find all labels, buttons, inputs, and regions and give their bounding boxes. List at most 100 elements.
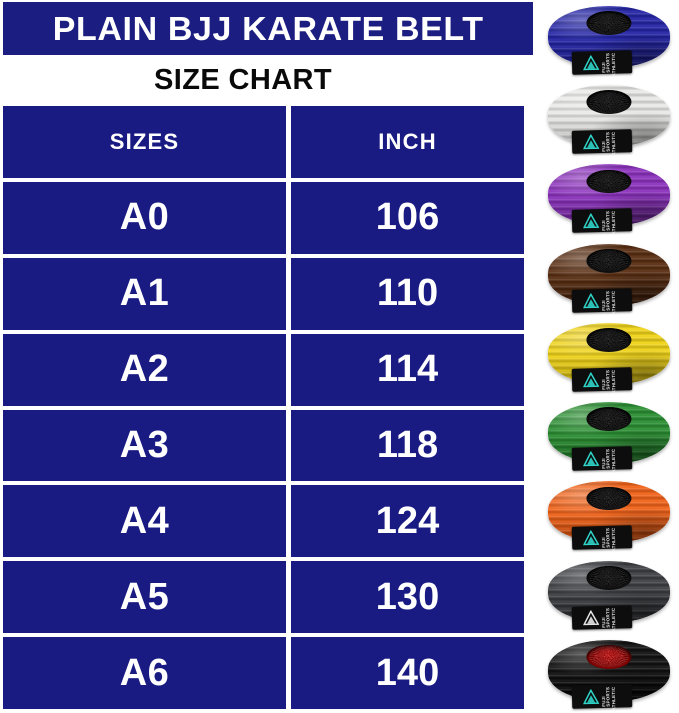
belt-brand-line1: FUJI SPORTS — [600, 369, 611, 390]
table-row: A6 140 — [3, 637, 524, 710]
belt-brand-line1: FUJI SPORTS — [600, 528, 611, 549]
belt-brand-label: FUJI SPORTS ATHLETIC — [571, 446, 633, 473]
belt-brand-line2: ATHLETIC — [610, 290, 617, 315]
triangle-logo-icon — [582, 451, 600, 467]
cell-inch: 106 — [291, 182, 524, 254]
cell-size: A3 — [3, 409, 286, 482]
purple-belt: FUJI SPORTS ATHLETIC — [540, 158, 679, 237]
belt-core-hole — [586, 11, 632, 36]
orange-belt: FUJI SPORTS ATHLETIC — [540, 475, 679, 554]
page-title: PLAIN BJJ KARATE BELT — [52, 10, 484, 47]
belt-brand-text: FUJI SPORTS ATHLETIC — [600, 52, 628, 77]
cell-inch: 114 — [291, 333, 524, 406]
cell-size: A6 — [3, 637, 286, 710]
belt-brand-label: FUJI SPORTS ATHLETIC — [571, 525, 633, 552]
blue-belt: FUJI SPORTS ATHLETIC — [540, 0, 679, 79]
cell-size: A5 — [3, 561, 286, 634]
cell-inch: 124 — [291, 485, 524, 558]
belt-core-hole — [586, 248, 632, 273]
belt-brand-line2: ATHLETIC — [610, 527, 617, 552]
belt-brand-line1: FUJI SPORTS — [600, 686, 611, 707]
belt-brand-line2: ATHLETIC — [610, 686, 617, 711]
belt-brand-label: FUJI SPORTS ATHLETIC — [571, 50, 633, 77]
triangle-logo-icon — [582, 213, 600, 229]
belt-brand-line1: FUJI SPORTS — [600, 607, 611, 628]
belt-brand-line2: ATHLETIC — [610, 131, 617, 156]
purple-belt-image: FUJI SPORTS ATHLETIC — [548, 164, 670, 235]
black-belt-image: FUJI SPORTS ATHLETIC — [548, 639, 670, 710]
belt-brand-text: FUJI SPORTS ATHLETIC — [600, 369, 628, 394]
cell-inch: 110 — [291, 257, 524, 330]
belt-brand-line2: ATHLETIC — [610, 607, 617, 632]
cell-inch: 118 — [291, 409, 524, 482]
belt-brand-label: FUJI SPORTS ATHLETIC — [571, 208, 633, 235]
belt-brand-label: FUJI SPORTS ATHLETIC — [571, 604, 633, 631]
triangle-logo-icon — [582, 530, 600, 546]
size-table: SIZES INCH A0 106 A1 110 A2 114 A3 118 A… — [3, 106, 524, 710]
belt-brand-label: FUJI SPORTS ATHLETIC — [571, 129, 633, 156]
belt-brand-text: FUJI SPORTS ATHLETIC — [600, 528, 628, 552]
blue-belt-image: FUJI SPORTS ATHLETIC — [548, 6, 670, 77]
belt-brand-label: FUJI SPORTS ATHLETIC — [571, 367, 633, 394]
belt-brand-line1: FUJI SPORTS — [600, 132, 611, 153]
belt-brand-line1: FUJI SPORTS — [600, 290, 611, 311]
orange-belt-image: FUJI SPORTS ATHLETIC — [548, 481, 670, 552]
triangle-logo-icon — [582, 371, 600, 388]
belt-core-hole — [586, 565, 632, 590]
belt-core-hole — [586, 169, 632, 194]
column-header-sizes: SIZES — [3, 106, 286, 178]
belt-brand-line1: FUJI SPORTS — [600, 211, 611, 232]
belt-brand-label: FUJI SPORTS ATHLETIC — [571, 287, 633, 314]
belt-core-hole — [586, 486, 632, 511]
belt-brand-text: FUJI SPORTS ATHLETIC — [600, 132, 628, 156]
table-row: A0 106 — [3, 182, 524, 254]
cell-inch: 140 — [291, 637, 524, 710]
yellow-belt: FUJI SPORTS ATHLETIC — [540, 317, 679, 396]
table-header-row: SIZES INCH — [3, 106, 524, 178]
yellow-belt-image: FUJI SPORTS ATHLETIC — [548, 322, 670, 394]
belt-core-hole — [586, 645, 632, 669]
belt-brand-text: FUJI SPORTS ATHLETIC — [600, 607, 628, 631]
cell-size: A1 — [3, 257, 286, 330]
belt-brand-line2: ATHLETIC — [610, 448, 617, 473]
belt-brand-line1: FUJI SPORTS — [600, 448, 611, 469]
title-banner: PLAIN BJJ KARATE BELT — [3, 2, 533, 55]
belt-core-hole — [586, 407, 632, 432]
belt-brand-text: FUJI SPORTS ATHLETIC — [600, 211, 628, 235]
belt-brand-line2: ATHLETIC — [610, 52, 617, 77]
white-belt-image: FUJI SPORTS ATHLETIC — [548, 85, 670, 156]
brown-belt-image: FUJI SPORTS ATHLETIC — [548, 243, 670, 314]
white-belt: FUJI SPORTS ATHLETIC — [540, 79, 679, 158]
belt-brand-line2: ATHLETIC — [610, 369, 617, 394]
green-belt-image: FUJI SPORTS ATHLETIC — [548, 402, 670, 473]
belt-brand-line2: ATHLETIC — [610, 211, 617, 235]
belt-core-hole — [586, 328, 632, 352]
belt-brand-text: FUJI SPORTS ATHLETIC — [600, 290, 628, 314]
brown-belt: FUJI SPORTS ATHLETIC — [540, 238, 679, 317]
belt-core-hole — [586, 90, 632, 115]
belt-brand-label: FUJI SPORTS ATHLETIC — [571, 683, 633, 710]
table-row: A4 124 — [3, 485, 524, 558]
triangle-logo-icon — [582, 609, 600, 625]
grey-belt: FUJI SPORTS ATHLETIC — [540, 555, 679, 634]
belt-brand-text: FUJI SPORTS ATHLETIC — [600, 448, 628, 473]
table-row: A3 118 — [3, 409, 524, 482]
cell-size: A2 — [3, 333, 286, 406]
green-belt: FUJI SPORTS ATHLETIC — [540, 396, 679, 475]
size-chart-panel: PLAIN BJJ KARATE BELT SIZE CHART SIZES I… — [3, 2, 533, 710]
belt-brand-text: FUJI SPORTS ATHLETIC — [600, 686, 628, 710]
cell-size: A4 — [3, 485, 286, 558]
cell-inch: 130 — [291, 561, 524, 634]
triangle-logo-icon — [582, 134, 600, 150]
belt-brand-line1: FUJI SPORTS — [600, 52, 611, 73]
triangle-logo-icon — [582, 688, 600, 705]
table-row: A1 110 — [3, 257, 524, 330]
triangle-logo-icon — [582, 292, 600, 308]
triangle-logo-icon — [582, 55, 600, 71]
belt-gallery: FUJI SPORTS ATHLETIC FUJI SPORTS ATHLETIC FU… — [540, 0, 679, 713]
cell-size: A0 — [3, 182, 286, 254]
subtitle: SIZE CHART — [154, 63, 332, 96]
table-row: A2 114 — [3, 333, 524, 406]
black-belt: FUJI SPORTS ATHLETIC — [540, 634, 679, 713]
